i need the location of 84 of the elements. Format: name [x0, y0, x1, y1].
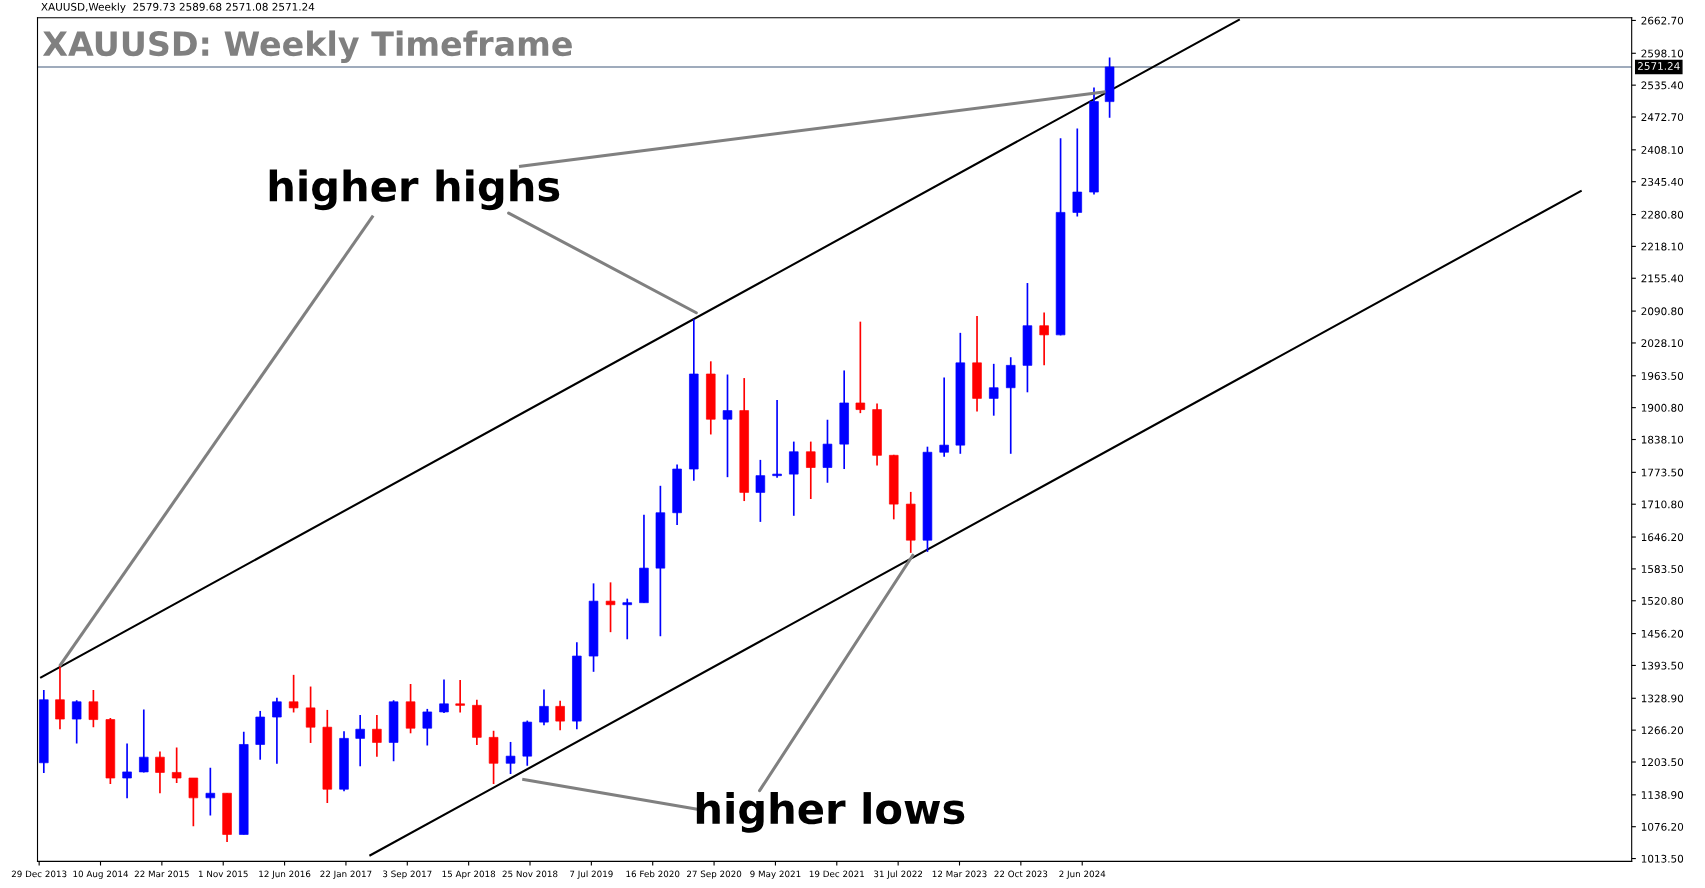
- candlestick: [722, 373, 733, 479]
- x-tick-label: 9 May 2021: [750, 870, 801, 879]
- x-tick-label: 22 Jan 2017: [320, 870, 372, 879]
- candlestick: [539, 688, 549, 726]
- x-tick-label: 12 Jun 2016: [259, 870, 311, 879]
- x-tick-label: 3 Sep 2017: [383, 870, 432, 879]
- x-tick-label: 22 Mar 2015: [134, 870, 189, 878]
- candlestick: [772, 399, 782, 479]
- x-tick-label: 12 Mar 2023: [932, 870, 987, 878]
- x-tick-label: 25 Nov 2018: [502, 870, 558, 878]
- y-tick-label: 1838.10: [1641, 435, 1684, 444]
- chart-title: XAUUSD: Weekly Timeframe: [42, 30, 572, 63]
- candlestick: [605, 581, 616, 634]
- candlestick: [755, 459, 766, 523]
- x-tick-label: 22 Oct 2023: [994, 870, 1048, 878]
- y-tick-label: 1203.50: [1641, 758, 1684, 767]
- candlestick: [822, 418, 833, 484]
- candlestick: [855, 320, 866, 414]
- candlestick: [139, 708, 149, 774]
- y-tick-label: 2090.80: [1641, 307, 1684, 316]
- annotation: higher lows: [696, 792, 965, 833]
- candlestick: [272, 696, 282, 765]
- candlestick: [939, 376, 949, 458]
- candlestick: [71, 699, 82, 745]
- x-tick-label: 10 Aug 2014: [73, 870, 129, 879]
- candlestick: [455, 679, 465, 714]
- candlestick: [422, 708, 433, 747]
- candlestick: [505, 741, 516, 775]
- candlestick: [806, 440, 816, 500]
- y-tick-label: 2218.10: [1641, 242, 1684, 251]
- x-tick-label: 15 Apr 2018: [442, 870, 496, 879]
- x-tick-label: 31 Jul 2022: [874, 870, 923, 879]
- y-tick-label: 2662.70: [1641, 16, 1684, 25]
- candlestick: [1072, 127, 1083, 218]
- candlestick: [1039, 311, 1049, 367]
- candlestick: [55, 665, 65, 731]
- y-tick-label: 1138.90: [1641, 791, 1684, 799]
- candlestick: [171, 746, 182, 784]
- y-tick-label: 1393.50: [1641, 661, 1684, 670]
- y-tick-label: 2155.40: [1641, 274, 1684, 283]
- annotation: higher highs: [269, 169, 560, 211]
- x-tick-label: 16 Feb 2020: [626, 870, 680, 878]
- candlestick: [155, 750, 165, 795]
- y-tick-label: 1900.80: [1641, 403, 1684, 412]
- y-tick-label: 1456.20: [1641, 629, 1684, 638]
- text: XAUUSD,Weekly 2579.73 2589.68 2571.08 2571.24: [41, 2, 315, 13]
- y-tick-label: 2598.10: [1641, 49, 1684, 58]
- candlestick: [122, 742, 132, 800]
- ref-line-label: 2571.24: [1638, 62, 1680, 70]
- y-tick-label: 1583.50: [1641, 565, 1684, 573]
- x-tick-label: 27 Sep 2020: [686, 870, 742, 879]
- y-tick-label: 1710.80: [1641, 500, 1684, 509]
- candlestick: [288, 674, 299, 714]
- candlestick: [439, 678, 449, 714]
- candlestick: [305, 685, 316, 744]
- candlestick: [555, 699, 565, 732]
- y-tick-label: 2535.40: [1641, 81, 1684, 90]
- candlestick: [1005, 356, 1016, 455]
- candlestick: [355, 714, 365, 768]
- y-tick-label: 1773.50: [1641, 468, 1684, 477]
- y-tick-label: 1520.80: [1641, 596, 1684, 605]
- candlestick: [989, 363, 999, 417]
- y-tick-label: 1076.20: [1641, 822, 1684, 831]
- x-tick-label: 2 Jun 2024: [1059, 870, 1106, 879]
- y-tick-label: 1266.20: [1641, 726, 1684, 735]
- y-tick-label: 2280.80: [1641, 210, 1684, 219]
- y-tick-label: 2028.10: [1641, 339, 1684, 348]
- y-tick-label: 1963.50: [1641, 372, 1684, 380]
- x-tick-label: 19 Dec 2021: [809, 870, 864, 878]
- y-tick-label: 1328.90: [1641, 694, 1684, 703]
- y-tick-label: 2472.70: [1641, 113, 1684, 122]
- y-tick-label: 1013.50: [1641, 854, 1684, 863]
- y-tick-label: 1646.20: [1641, 533, 1684, 542]
- y-tick-label: 2345.40: [1641, 177, 1684, 186]
- candlestick: [188, 777, 199, 828]
- y-tick-label: 2408.10: [1641, 146, 1684, 154]
- x-tick-label: 7 Jul 2019: [570, 870, 613, 879]
- candlestick: [789, 440, 799, 517]
- x-tick-label: 29 Dec 2013: [11, 870, 67, 878]
- candlestick: [205, 767, 216, 817]
- candlestick: [622, 597, 632, 641]
- x-tick-label: 1 Nov 2015: [198, 870, 248, 878]
- candlestick: [372, 714, 382, 758]
- candlestick: [88, 689, 99, 729]
